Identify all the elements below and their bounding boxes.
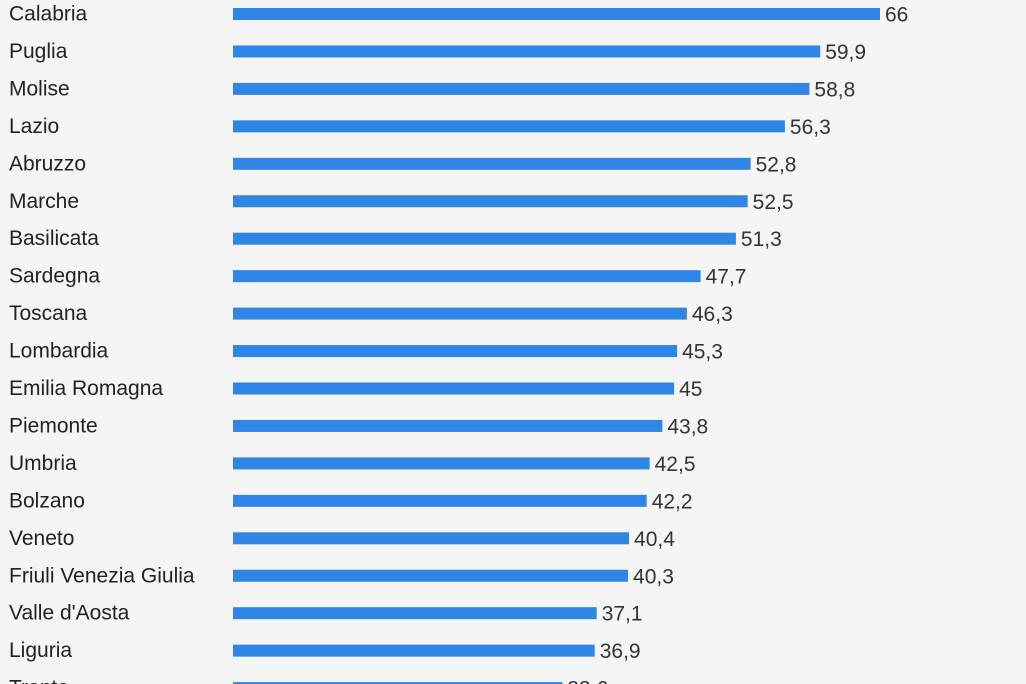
value-label: 43,8 (667, 415, 708, 438)
value-label: 52,8 (756, 153, 797, 176)
category-label: Sardegna (9, 265, 100, 288)
bar-row-18: Trento 33,6 (9, 677, 608, 684)
bar-row-2: Molise 58,8 (9, 77, 855, 101)
category-label: Lazio (9, 115, 59, 138)
bar-row-5: Marche 52,5 (9, 190, 794, 214)
bar-row-8: Toscana 46,3 (9, 302, 733, 326)
bar (233, 532, 630, 545)
bar (233, 82, 810, 95)
value-label: 40,4 (634, 528, 675, 551)
bar (233, 120, 785, 133)
bar-row-15: Friuli Venezia Giulia 40,3 (9, 564, 674, 588)
bar (233, 270, 701, 283)
category-label: Piemonte (9, 414, 98, 437)
value-label: 33,6 (567, 678, 608, 684)
bar (233, 382, 675, 395)
category-label: Basilicata (9, 227, 99, 250)
category-label: Toscana (9, 302, 88, 325)
bar-row-16: Valle d'Aosta 37,1 (9, 602, 643, 626)
bar (233, 45, 821, 58)
bar-row-4: Abruzzo 52,8 (9, 152, 796, 176)
category-label: Marche (9, 190, 79, 213)
bar (233, 232, 736, 245)
bar-row-13: Bolzano 42,2 (9, 489, 693, 513)
category-label: Emilia Romagna (9, 377, 163, 400)
bar-row-12: Umbria 42,5 (9, 452, 696, 476)
bar-row-11: Piemonte 43,8 (9, 414, 708, 438)
bar (233, 345, 678, 358)
category-label: Calabria (9, 3, 88, 26)
category-label: Liguria (9, 639, 72, 662)
value-label: 56,3 (790, 116, 831, 139)
category-label: Lombardia (9, 340, 109, 363)
value-label: 51,3 (741, 228, 782, 251)
value-label: 47,7 (706, 266, 747, 289)
category-label: Bolzano (9, 489, 85, 512)
value-label: 46,3 (692, 303, 733, 326)
bar (233, 682, 563, 684)
category-label: Friuli Venezia Giulia (9, 564, 195, 587)
value-label: 45 (679, 378, 702, 401)
value-label: 66 (885, 4, 908, 27)
bar (233, 157, 751, 170)
value-label: 58,8 (814, 78, 855, 101)
bar (233, 569, 629, 582)
bar (233, 494, 647, 507)
bar (233, 195, 748, 208)
bar-row-7: Sardegna 47,7 (9, 265, 746, 289)
value-label: 40,3 (633, 565, 674, 588)
bar-row-9: Lombardia 45,3 (9, 340, 723, 364)
category-label: Trento (9, 677, 69, 684)
bar (233, 307, 687, 320)
bar-row-14: Veneto 40,4 (9, 527, 675, 551)
bar-row-0: Calabria 66 (9, 3, 908, 27)
bar (233, 8, 880, 20)
bar (233, 419, 663, 432)
bar (233, 644, 595, 657)
category-label: Molise (9, 77, 70, 100)
bar-row-10: Emilia Romagna 45 (9, 377, 702, 401)
value-label: 42,5 (655, 453, 696, 476)
value-label: 45,3 (682, 341, 723, 364)
category-label: Veneto (9, 527, 74, 550)
category-label: Puglia (9, 40, 68, 63)
category-label: Valle d'Aosta (9, 602, 130, 625)
category-label: Abruzzo (9, 152, 86, 175)
category-label: Umbria (9, 452, 77, 475)
bar (233, 457, 650, 470)
value-label: 59,9 (825, 41, 866, 64)
value-label: 37,1 (602, 603, 643, 626)
bar-row-1: Puglia 59,9 (9, 40, 866, 64)
bar (233, 607, 597, 620)
bar-row-3: Lazio 56,3 (9, 115, 831, 139)
bar-row-6: Basilicata 51,3 (9, 227, 782, 251)
value-label: 52,5 (753, 191, 794, 214)
value-label: 42,2 (652, 490, 693, 513)
value-label: 36,9 (600, 640, 641, 663)
bar-row-17: Liguria 36,9 (9, 639, 641, 663)
